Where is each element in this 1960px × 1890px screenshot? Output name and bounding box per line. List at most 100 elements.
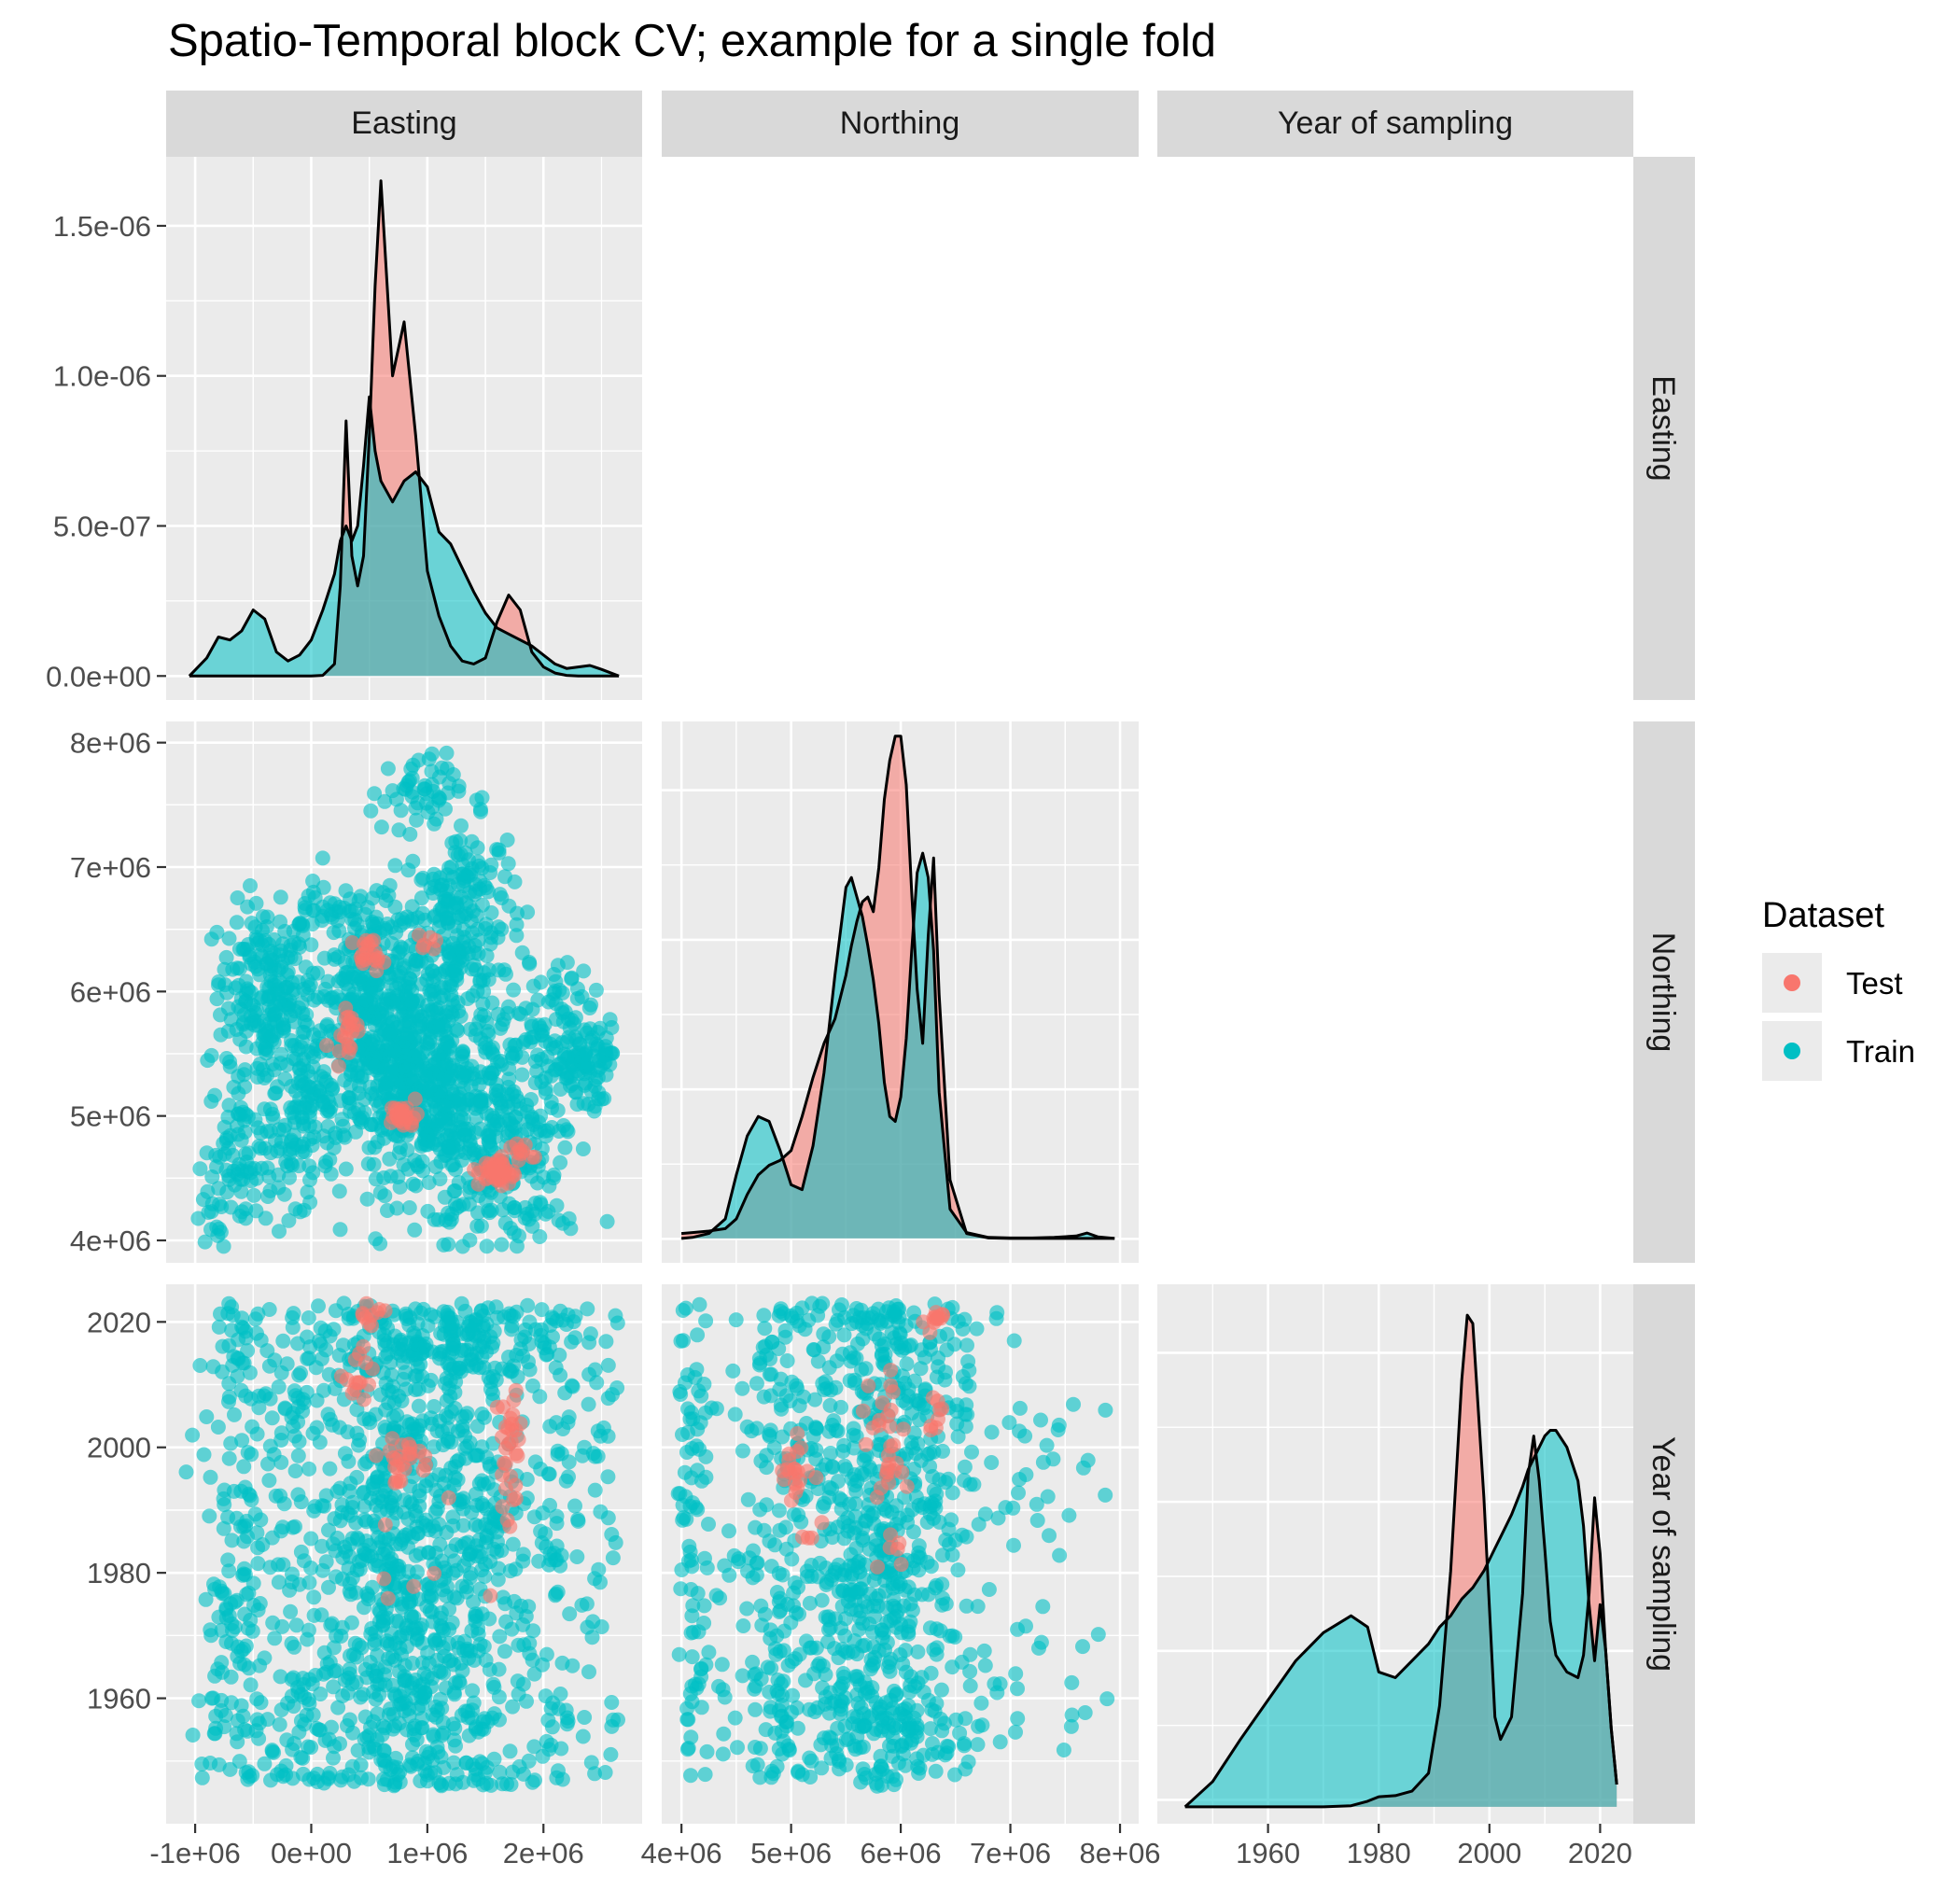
- scatter-point-train: [211, 1319, 227, 1335]
- scatter-point-train: [420, 966, 436, 982]
- scatter-point-train: [604, 1695, 620, 1710]
- scatter-point-train: [476, 965, 492, 981]
- scatter-point-train: [554, 1655, 570, 1671]
- scatter-point-train: [763, 1422, 778, 1438]
- scatter-point-train: [417, 1066, 433, 1082]
- scatter-point-train: [199, 1409, 215, 1424]
- strip-label-easting: Easting: [351, 105, 456, 141]
- scatter-point-test: [351, 1375, 367, 1391]
- scatter-point-train: [264, 1743, 280, 1759]
- scatter-point-train: [677, 1464, 693, 1480]
- scatter-point-train: [455, 1494, 470, 1509]
- scatter-point-train: [763, 1366, 779, 1382]
- scatter-point-test: [344, 935, 360, 950]
- scatter-point-train: [831, 1650, 847, 1666]
- density-area-train: [189, 397, 620, 677]
- scatter-point-train: [332, 1222, 348, 1238]
- scatter-point-train: [684, 1649, 700, 1665]
- scatter-point-train: [284, 1132, 300, 1148]
- scatter-point-train: [600, 1428, 616, 1444]
- scatter-point-train: [924, 1701, 940, 1717]
- scatter-point-train: [555, 1118, 571, 1133]
- scatter-point-train: [798, 1673, 813, 1688]
- scatter-point-train: [267, 1631, 283, 1646]
- scatter-point-train: [942, 1628, 958, 1644]
- scatter-point-train: [593, 1575, 608, 1590]
- scatter-point-train: [501, 1362, 517, 1378]
- scatter-point-train: [455, 1774, 471, 1790]
- scatter-point-train: [739, 1601, 755, 1617]
- scatter-point-train: [913, 1452, 929, 1468]
- scatter-point-test: [861, 1378, 876, 1393]
- scatter-point-train: [236, 1459, 252, 1475]
- scatter-point-train: [260, 991, 276, 1007]
- scatter-point-train: [526, 1739, 542, 1755]
- scatter-point-train: [249, 1426, 265, 1442]
- scatter-point-test: [376, 1571, 392, 1587]
- scatter-point-train: [758, 1722, 774, 1738]
- scatter-point-train: [393, 939, 409, 955]
- scatter-point-train: [962, 1678, 978, 1694]
- scatter-point-train: [731, 1554, 746, 1570]
- scatter-point-train: [509, 1239, 525, 1254]
- strip-easting: [166, 91, 642, 157]
- scatter-point-test: [804, 1530, 819, 1546]
- scatter-point-train: [202, 1508, 217, 1524]
- scatter-point-train: [257, 1101, 273, 1117]
- scatter-point-train: [701, 1645, 717, 1660]
- scatter-point-train: [236, 1519, 252, 1534]
- right-strips: Easting Northing Year of sampling: [1633, 157, 1695, 1824]
- scatter-point-train: [221, 1563, 237, 1579]
- scatter-point-train: [261, 1302, 277, 1317]
- scatter-point-train: [447, 1470, 463, 1486]
- scatter-point-train: [246, 1187, 262, 1203]
- scatter-point-train: [383, 1059, 399, 1074]
- scatter-point-train: [427, 1399, 441, 1414]
- scatter-point-train: [1042, 1528, 1057, 1544]
- scatter-point-test: [441, 1490, 456, 1505]
- scatter-point-train: [274, 953, 290, 969]
- scatter-point-train: [320, 1770, 336, 1785]
- scatter-point-train: [823, 1382, 839, 1398]
- scatter-point-train: [411, 1398, 427, 1414]
- scatter-point-train: [390, 912, 406, 928]
- scatter-point-train: [520, 904, 536, 920]
- scatter-point-train: [335, 1688, 351, 1703]
- scatter-point-train: [455, 1070, 471, 1085]
- scatter-point-train: [692, 1296, 707, 1312]
- scatter-point-train: [411, 1050, 427, 1066]
- scatter-point-train: [391, 1388, 407, 1404]
- scatter-point-train: [1040, 1489, 1056, 1505]
- scatter-point-train: [217, 1119, 232, 1135]
- scatter-point-test: [503, 1434, 519, 1449]
- scatter-point-train: [272, 1224, 287, 1239]
- scatter-point-train: [314, 1607, 329, 1623]
- scatter-point-train: [207, 1726, 223, 1742]
- scatter-point-train: [740, 1491, 756, 1507]
- scatter-point-train: [812, 1555, 828, 1571]
- scatter-point-train: [990, 1510, 1006, 1526]
- scatter-point-train: [205, 1690, 221, 1706]
- scatter-point-train: [511, 1687, 526, 1702]
- scatter-point-train: [261, 936, 277, 952]
- scatter-point-train: [819, 1575, 834, 1590]
- scatter-point-train: [441, 1237, 456, 1253]
- scatter-point-train: [260, 1189, 275, 1204]
- scatter-point-train: [261, 1473, 277, 1489]
- scatter-point-train: [382, 1151, 398, 1167]
- scatter-point-train: [699, 1743, 715, 1759]
- scatter-point-train: [984, 1424, 1000, 1440]
- scatter-point-train: [251, 1730, 267, 1746]
- scatter-point-train: [253, 1695, 269, 1711]
- scatter-point-train: [271, 1557, 286, 1573]
- scatter-point-train: [1075, 1639, 1090, 1655]
- scatter-point-train: [333, 1629, 349, 1644]
- scatter-point-test: [495, 1499, 511, 1515]
- scatter-point-train: [911, 1766, 927, 1781]
- scatter-point-train: [449, 1590, 465, 1606]
- scatter-point-train: [422, 1081, 438, 1096]
- scatter-point-train: [559, 955, 575, 971]
- scatter-point-train: [883, 1651, 899, 1667]
- scatter-point-train: [367, 1050, 383, 1066]
